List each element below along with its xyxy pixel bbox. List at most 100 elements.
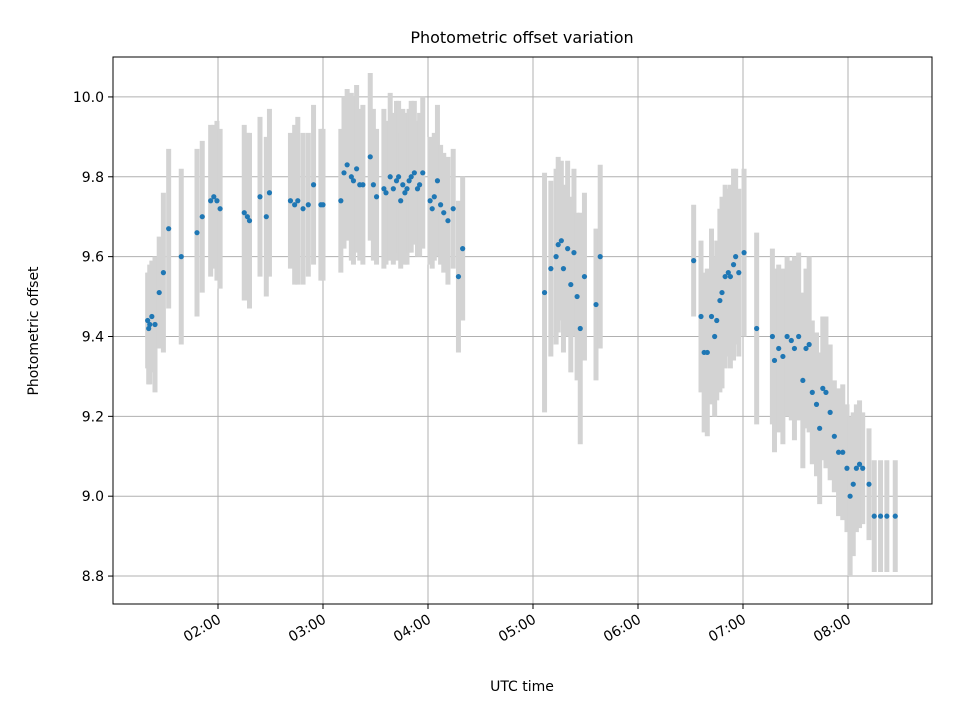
data-point <box>263 214 269 220</box>
data-point <box>541 289 548 296</box>
data-point <box>780 353 786 360</box>
data-point <box>420 170 426 176</box>
data-point <box>571 250 577 256</box>
data-point <box>338 198 344 204</box>
data-point <box>791 345 798 352</box>
data-point <box>460 246 466 252</box>
data-point <box>429 206 435 212</box>
data-point <box>831 433 837 439</box>
data-point <box>892 513 898 519</box>
data-point <box>390 186 396 192</box>
data-point <box>877 513 884 519</box>
data-point <box>853 465 860 471</box>
data-point <box>866 481 872 487</box>
data-point <box>381 186 387 192</box>
data-point <box>370 182 376 188</box>
data-point <box>310 182 317 188</box>
data-point <box>438 202 444 208</box>
data-point <box>568 281 574 288</box>
data-point <box>796 333 802 340</box>
data-point <box>287 198 294 204</box>
y-tick-label: 9.0 <box>82 489 104 505</box>
data-point <box>704 349 710 356</box>
data-point <box>387 174 393 180</box>
data-point <box>581 273 588 280</box>
data-point <box>754 325 760 332</box>
data-point <box>166 226 172 232</box>
y-tick-label: 8.8 <box>82 569 104 585</box>
data-point <box>441 210 447 216</box>
data-point <box>417 182 423 188</box>
data-point <box>431 194 437 200</box>
data-point <box>850 481 856 487</box>
data-point <box>295 198 301 204</box>
data-point <box>577 325 583 332</box>
data-point <box>360 182 366 188</box>
data-point <box>149 313 155 320</box>
data-point <box>211 194 217 200</box>
data-point <box>817 425 823 431</box>
data-point <box>257 194 263 200</box>
data-point <box>548 266 554 272</box>
data-point <box>871 513 877 519</box>
data-point <box>408 174 414 180</box>
data-point <box>809 389 815 395</box>
data-point <box>199 214 205 220</box>
data-point <box>593 301 599 308</box>
data-point <box>860 465 866 471</box>
data-point <box>844 465 850 471</box>
data-point <box>178 254 184 260</box>
data-point <box>354 166 360 172</box>
data-point <box>741 250 747 256</box>
data-point <box>553 254 559 260</box>
data-point <box>771 357 778 364</box>
data-point <box>717 297 723 304</box>
data-point <box>847 493 853 499</box>
data-point <box>691 258 697 264</box>
data-point <box>558 238 564 244</box>
data-point <box>884 513 890 519</box>
data-point <box>244 214 250 220</box>
data-point <box>344 162 350 168</box>
data-point <box>730 262 737 268</box>
data-point <box>769 333 776 340</box>
y-tick-label: 10.0 <box>73 90 104 106</box>
data-point <box>835 449 842 455</box>
data-point <box>827 409 833 415</box>
data-point <box>146 325 152 332</box>
data-point <box>788 337 794 344</box>
data-point <box>194 230 200 236</box>
data-point <box>348 174 354 180</box>
data-point <box>803 345 809 352</box>
y-axis-ticks: 8.8 9.0 9.2 9.4 9.6 9.8 10.0 <box>73 90 113 585</box>
data-point <box>341 170 347 176</box>
data-point <box>292 202 298 208</box>
data-point <box>450 206 456 212</box>
data-point <box>565 246 571 252</box>
data-point <box>725 270 731 276</box>
data-point <box>434 178 441 184</box>
data-point <box>402 190 408 196</box>
data-point <box>560 266 567 272</box>
data-point <box>217 206 223 212</box>
data-point <box>555 242 561 248</box>
y-axis-label: Photometric offset <box>26 266 42 396</box>
y-tick-label: 9.2 <box>82 409 104 425</box>
data-point <box>813 401 820 407</box>
data-point <box>727 273 734 280</box>
data-point <box>820 385 826 391</box>
data-point <box>455 273 462 280</box>
data-point <box>320 202 326 208</box>
data-point <box>445 218 451 224</box>
data-point <box>712 333 718 340</box>
plot-frame <box>112 56 933 605</box>
data-point <box>367 154 373 160</box>
data-points <box>145 154 898 519</box>
data-point <box>776 345 782 352</box>
chart-title: Photometric offset variation <box>410 28 633 47</box>
data-point <box>350 178 357 184</box>
data-point <box>214 198 220 204</box>
data-point <box>404 186 410 192</box>
data-point <box>147 321 153 328</box>
